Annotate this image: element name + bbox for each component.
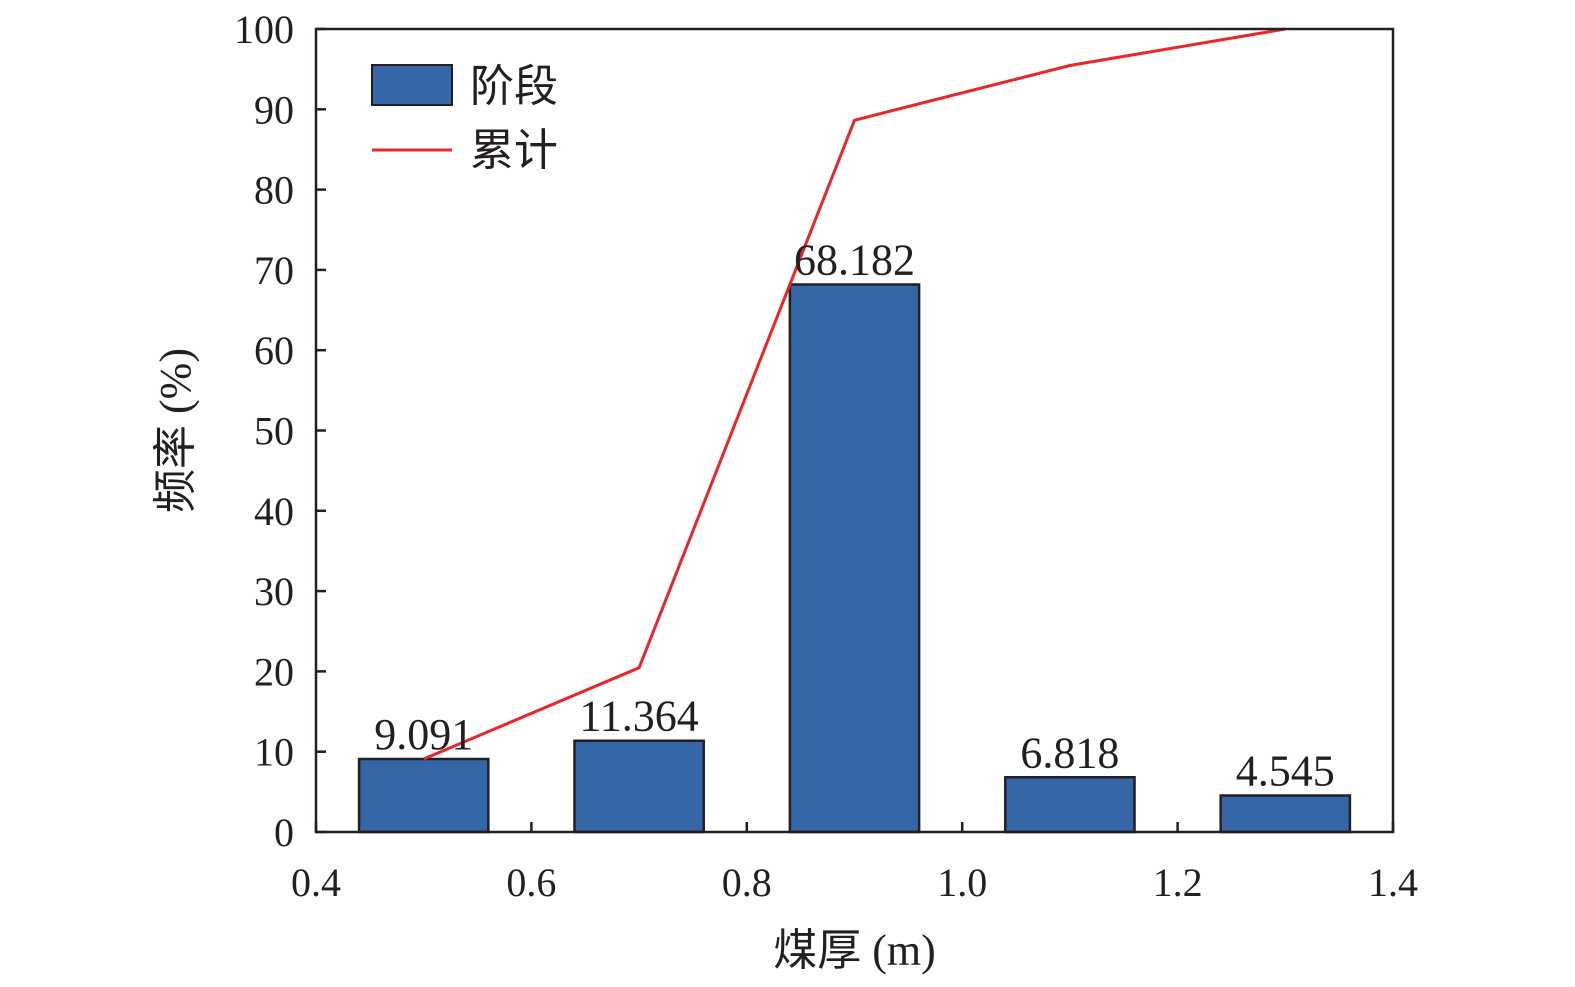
x-tick-label-1: 0.6	[506, 860, 556, 905]
legend: 阶段 累计	[371, 62, 558, 175]
legend-bar-swatch	[371, 64, 453, 106]
x-tick-label-2: 0.8	[722, 860, 772, 905]
y-tick-label-1: 10	[254, 730, 294, 775]
y-tick-label-2: 20	[254, 649, 294, 694]
cumulative-line	[423, 27, 1286, 761]
bar-value-label-4: 6.818	[1020, 728, 1119, 777]
y-tick-label-0: 0	[274, 810, 294, 855]
bar-value-label-1: 9.091	[374, 710, 473, 759]
x-tick-label-5: 1.4	[1368, 860, 1418, 905]
bar-4	[1004, 776, 1136, 834]
y-tick-label-7: 70	[254, 248, 294, 293]
x-tick-label-3: 1.0	[937, 860, 987, 905]
legend-bar-label: 阶段	[470, 62, 558, 111]
legend-line-label: 累计	[470, 126, 558, 175]
bar-1	[357, 757, 490, 834]
y-tick-label-6: 60	[254, 328, 294, 373]
bar-value-label-5: 4.545	[1236, 747, 1335, 796]
y-axis-title: 频率 (%)	[151, 348, 200, 513]
tick-labels-layer: 0 10 20 30 40 50 60 70 80 90 100 0.4 0.6 0.8 1.0 1.2 1.4	[234, 7, 1418, 905]
y-tick-label-5: 50	[254, 409, 294, 454]
bar-3	[788, 283, 921, 834]
bar-2	[573, 739, 705, 834]
ticks-layer	[314, 27, 1395, 834]
data-labels-layer: 9.091 11.364 68.182 6.818 4.545	[374, 235, 1335, 795]
bar-value-label-3: 68.182	[794, 235, 915, 284]
x-tick-label-4: 1.2	[1153, 860, 1203, 905]
y-tick-label-10: 100	[234, 7, 294, 52]
y-tick-label-9: 90	[254, 87, 294, 132]
y-tick-label-8: 80	[254, 168, 294, 213]
line-layer	[423, 27, 1286, 761]
x-axis-title: 煤厚 (m)	[773, 926, 936, 975]
y-tick-label-3: 30	[254, 569, 294, 614]
y-tick-label-4: 40	[254, 489, 294, 534]
bar-5	[1219, 794, 1352, 834]
bar-value-label-2: 11.364	[579, 692, 698, 741]
x-tick-label-0: 0.4	[291, 860, 341, 905]
bars-layer	[357, 283, 1352, 834]
